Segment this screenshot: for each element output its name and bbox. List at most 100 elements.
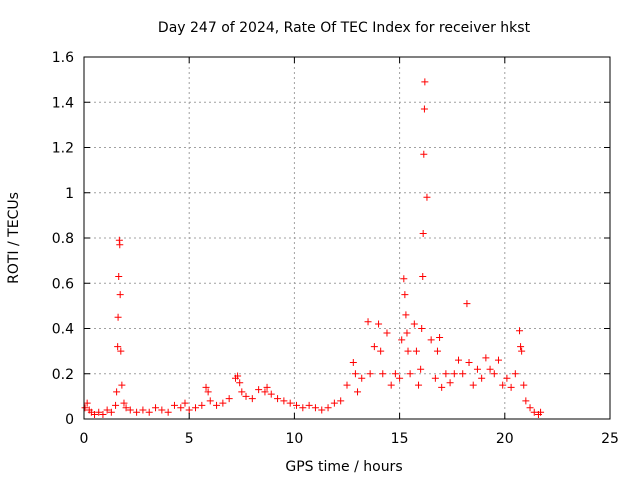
data-point — [364, 318, 372, 326]
data-point — [469, 381, 477, 389]
data-point — [114, 313, 122, 321]
data-point — [427, 336, 435, 344]
data-point — [420, 150, 428, 158]
x-tick-label: 20 — [496, 431, 514, 447]
data-point — [204, 388, 212, 396]
data-point — [255, 386, 263, 394]
data-point — [202, 383, 210, 391]
data-point — [177, 404, 185, 412]
data-point — [423, 193, 431, 201]
data-point — [248, 395, 256, 403]
data-point — [490, 370, 498, 378]
data-point — [379, 370, 387, 378]
data-point — [170, 401, 178, 409]
data-point — [387, 381, 395, 389]
data-point — [438, 383, 446, 391]
y-tick-label: 0 — [65, 412, 74, 428]
data-point — [83, 399, 91, 407]
data-point — [404, 347, 412, 355]
data-point — [419, 272, 427, 280]
data-point — [537, 408, 545, 416]
data-point — [103, 406, 111, 414]
data-point — [358, 374, 366, 382]
data-point — [198, 401, 206, 409]
y-tick-label: 1.4 — [52, 95, 74, 111]
data-point — [522, 397, 530, 405]
data-point — [343, 381, 351, 389]
data-point — [261, 388, 269, 396]
data-point — [311, 404, 319, 412]
data-point — [518, 347, 526, 355]
x-tick-label: 10 — [285, 431, 303, 447]
data-point — [225, 395, 233, 403]
data-point — [486, 365, 494, 373]
data-point — [482, 354, 490, 362]
data-point — [401, 291, 409, 299]
x-axis-label: GPS time / hours — [285, 459, 402, 475]
y-tick-label: 0.8 — [52, 231, 74, 247]
data-point — [145, 408, 153, 416]
data-point — [421, 78, 429, 86]
x-tick-label: 15 — [391, 431, 409, 447]
data-point — [412, 347, 420, 355]
x-tick-label: 5 — [185, 431, 194, 447]
data-point — [234, 372, 242, 380]
data-point — [520, 381, 528, 389]
data-point — [391, 370, 399, 378]
data-point — [242, 392, 250, 400]
data-point — [370, 343, 378, 351]
data-point — [91, 410, 99, 418]
data-point — [459, 370, 467, 378]
data-point — [118, 381, 126, 389]
data-point — [366, 370, 374, 378]
data-point — [122, 404, 130, 412]
data-point — [116, 241, 124, 249]
data-point — [213, 401, 221, 409]
data-point — [410, 320, 418, 328]
data-point — [164, 408, 172, 416]
data-point — [433, 347, 441, 355]
data-point — [112, 401, 120, 409]
data-point — [99, 410, 107, 418]
grid-lines — [84, 57, 610, 419]
data-point — [274, 395, 282, 403]
data-point — [305, 401, 313, 409]
y-tick-label: 1.6 — [52, 50, 74, 66]
data-point — [473, 365, 481, 373]
data-point — [280, 397, 288, 405]
data-point — [324, 404, 332, 412]
data-point — [417, 365, 425, 373]
data-point — [494, 356, 502, 364]
data-point — [375, 320, 383, 328]
data-point — [400, 275, 408, 283]
data-point — [286, 399, 294, 407]
data-point — [503, 374, 511, 382]
data-point — [436, 334, 444, 342]
data-points — [81, 78, 545, 418]
data-point — [516, 327, 524, 335]
data-point — [349, 358, 357, 366]
data-point — [133, 408, 141, 416]
data-point — [354, 388, 362, 396]
data-point — [337, 397, 345, 405]
y-tick-label: 0.4 — [52, 322, 74, 338]
data-point — [263, 383, 271, 391]
data-point — [526, 404, 534, 412]
data-point — [236, 379, 244, 387]
data-point — [419, 229, 427, 237]
data-point — [478, 374, 486, 382]
y-tick-label: 1 — [65, 186, 74, 202]
data-point — [398, 336, 406, 344]
data-point — [318, 406, 326, 414]
data-point — [139, 406, 147, 414]
data-point — [293, 401, 301, 409]
data-point — [499, 381, 507, 389]
data-point — [206, 397, 214, 405]
x-tick-label: 25 — [601, 431, 619, 447]
data-point — [267, 390, 275, 398]
data-point — [152, 404, 160, 412]
data-point — [113, 388, 121, 396]
data-point — [507, 383, 515, 391]
data-point — [330, 399, 338, 407]
